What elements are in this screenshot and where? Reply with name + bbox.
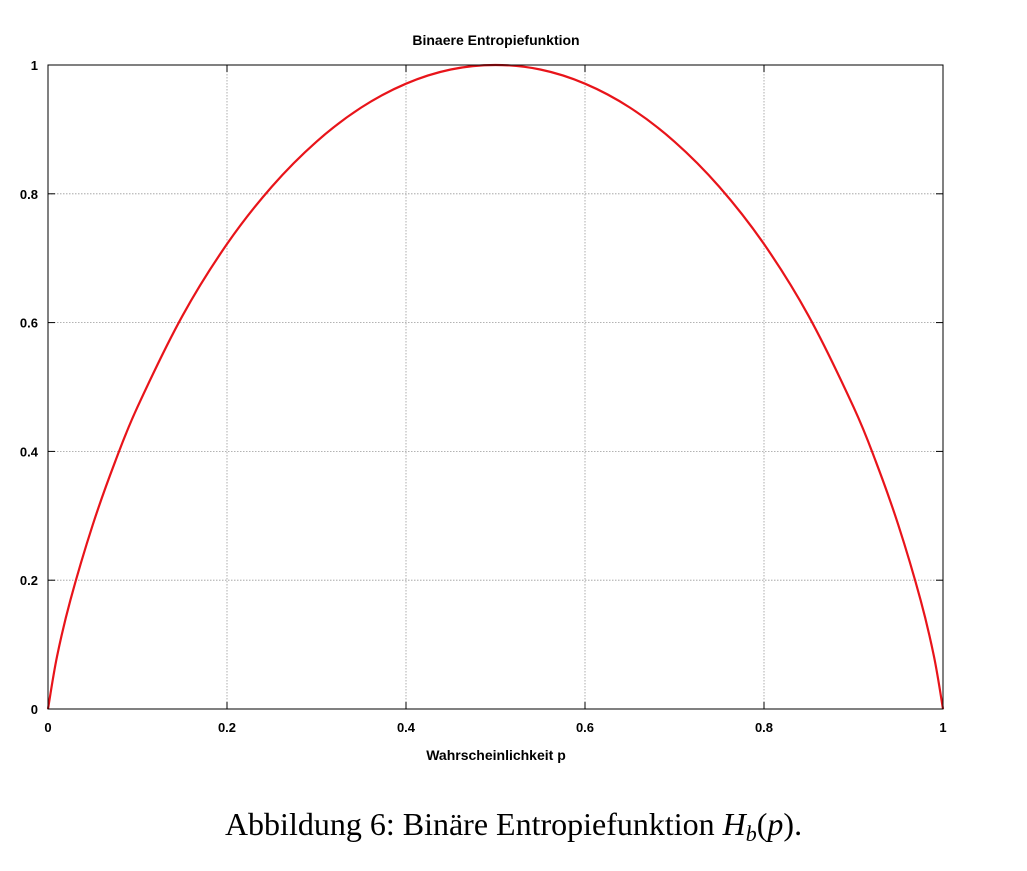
x-tick-label: 0 [44, 720, 51, 735]
chart-title: Binaere Entropiefunktion [412, 32, 579, 48]
y-tick-labels: 0 0.2 0.4 0.6 0.8 1 [20, 58, 39, 717]
caption-argument: p [767, 806, 784, 842]
x-tick-label: 0.6 [576, 720, 594, 735]
y-tick-label: 0.2 [20, 573, 38, 588]
x-axis-label: Wahrscheinlichkeit p [426, 747, 566, 763]
caption-subscript: b [745, 821, 757, 846]
series-layer [46, 63, 945, 710]
caption-close: ). [783, 806, 803, 842]
entropy-series-line [46, 63, 945, 710]
caption-prefix: Abbildung 6: Binäre Entropiefunktion [224, 806, 723, 842]
figure-caption: Abbildung 6: Binäre Entropiefunktion Hb(… [0, 806, 1027, 846]
x-tick-label: 0.2 [218, 720, 236, 735]
x-tick-label: 1 [939, 720, 946, 735]
x-tick-label: 0.4 [397, 720, 416, 735]
y-tick-label: 0.8 [20, 187, 38, 202]
tick-marks [47, 64, 944, 710]
y-tick-label: 0 [31, 702, 38, 717]
caption-open-paren: ( [756, 806, 768, 842]
y-tick-label: 0.6 [20, 316, 38, 331]
grid-lines [48, 65, 943, 709]
y-tick-label: 0.4 [20, 444, 39, 459]
plot-frame [47, 64, 944, 710]
entropy-chart: 0 0.2 0.4 0.6 0.8 1 0 0.2 0.4 0.6 0.8 1 Binaere En… [20, 32, 947, 763]
caption-function: H [722, 806, 746, 842]
x-tick-label: 0.8 [755, 720, 773, 735]
x-tick-labels: 0 0.2 0.4 0.6 0.8 1 [44, 720, 946, 735]
y-tick-label: 1 [31, 58, 38, 73]
